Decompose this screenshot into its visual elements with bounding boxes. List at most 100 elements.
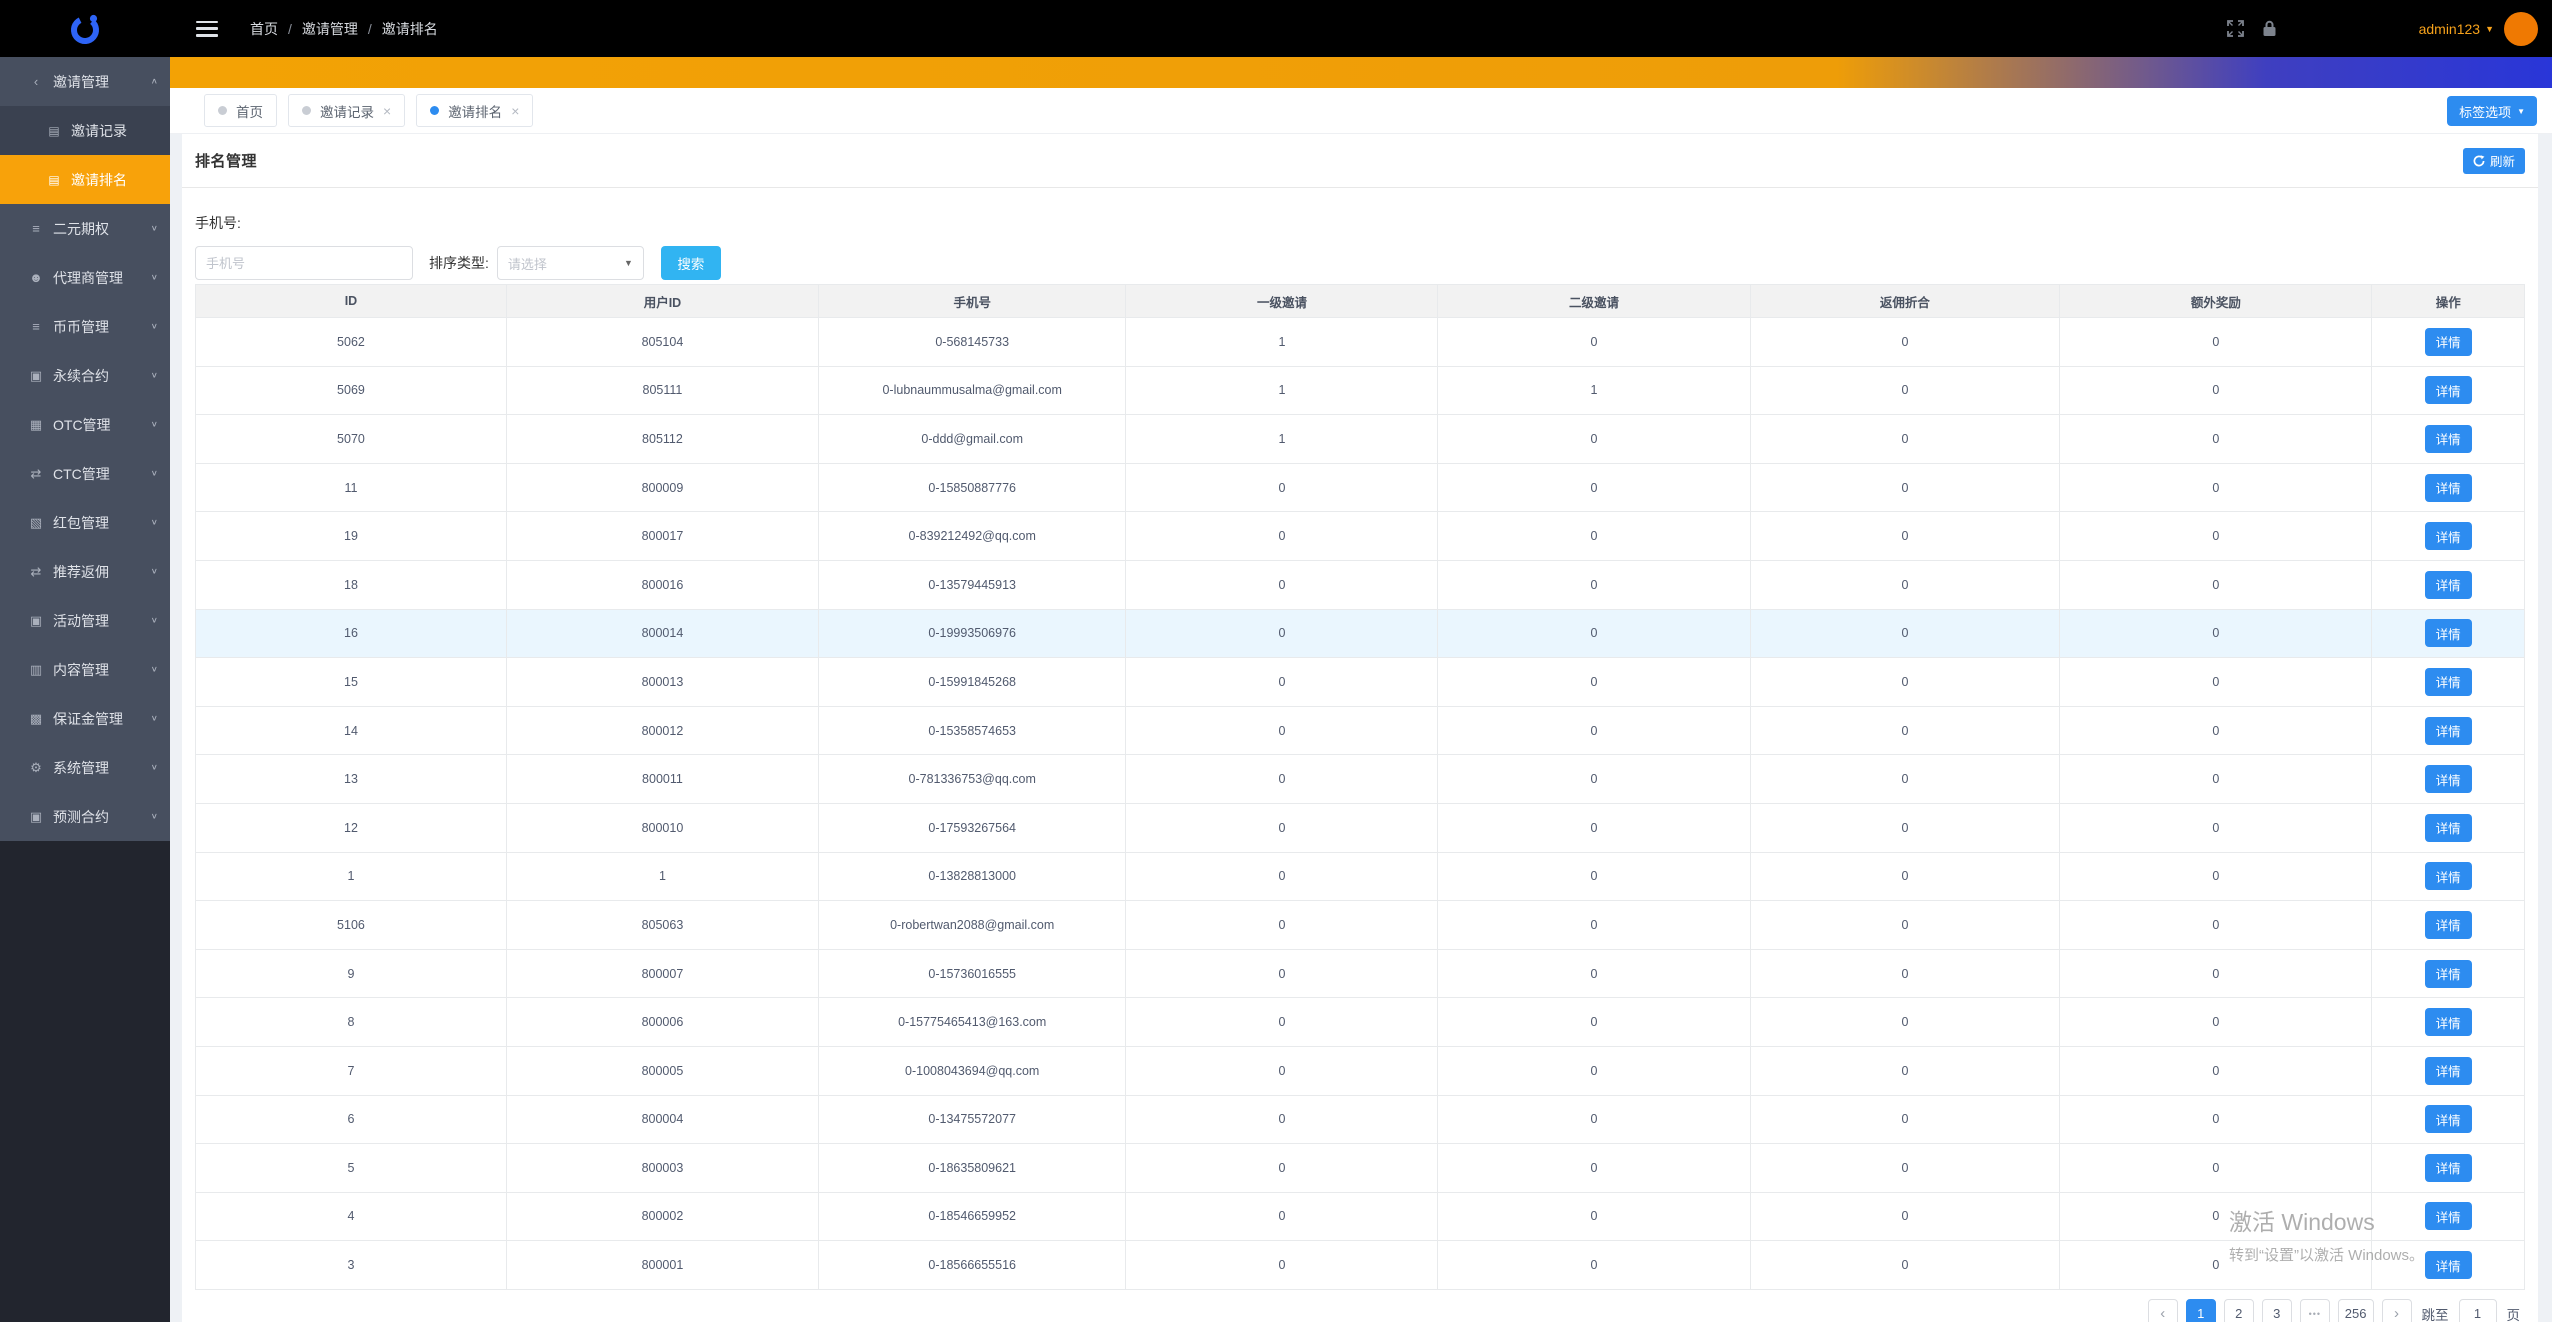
sidebar-item-referral-rebate[interactable]: ⇄ 推荐返佣 ∨ bbox=[0, 547, 170, 596]
table-cell: 0 bbox=[1750, 1046, 2061, 1096]
sidebar-item-label: 系统管理 bbox=[53, 759, 109, 776]
table-cell: 3 bbox=[195, 1240, 507, 1290]
sidebar-item-system-manage[interactable]: ⚙ 系统管理 ∨ bbox=[0, 743, 170, 792]
detail-button[interactable]: 详情 bbox=[2424, 765, 2472, 794]
sidebar-item-margin-manage[interactable]: ▩ 保证金管理 ∨ bbox=[0, 694, 170, 743]
table-cell: 0 bbox=[1125, 511, 1439, 561]
table-row: 13 800011 0-781336753@qq.com 0 0 0 0 详情 bbox=[195, 754, 2525, 804]
detail-button[interactable]: 详情 bbox=[2424, 1202, 2472, 1231]
table-cell: 0 bbox=[1125, 900, 1439, 950]
app-logo[interactable] bbox=[0, 11, 170, 47]
detail-button[interactable]: 详情 bbox=[2424, 716, 2472, 745]
table-cell: 0 bbox=[1750, 949, 2061, 999]
tab-close-icon[interactable]: × bbox=[383, 102, 392, 119]
page-button-256[interactable]: 256 bbox=[2337, 1298, 2374, 1322]
table-cell: 1 bbox=[1125, 366, 1439, 416]
table-cell: 0 bbox=[2059, 900, 2373, 950]
detail-button[interactable]: 详情 bbox=[2424, 1251, 2472, 1280]
table-cell: 0 bbox=[1437, 997, 1751, 1047]
pagination: ‹ 123 ••• 256 › 跳至 页 bbox=[182, 1290, 2538, 1322]
table-cell: 0-17593267564 bbox=[818, 803, 1127, 853]
jump-page-input[interactable] bbox=[2458, 1298, 2497, 1322]
search-button[interactable]: 搜索 bbox=[660, 246, 721, 280]
user-menu[interactable]: admin123 ▼ bbox=[2419, 21, 2494, 37]
table-cell: 12 bbox=[195, 803, 507, 853]
sidebar-item-activity-manage[interactable]: ▣ 活动管理 ∨ bbox=[0, 596, 170, 645]
sidebar-item-binary-options[interactable]: ≡ 二元期权 ∨ bbox=[0, 204, 170, 253]
page-button-2[interactable]: 2 bbox=[2223, 1298, 2254, 1322]
sidebar-item-redpacket[interactable]: ▧ 红包管理 ∨ bbox=[0, 498, 170, 547]
username-label: admin123 bbox=[2418, 20, 2481, 37]
page-next-button[interactable]: › bbox=[2381, 1298, 2412, 1322]
table-cell: 0 bbox=[1750, 1143, 2061, 1193]
sidebar-item-predict-contract[interactable]: ▣ 预测合约 ∨ bbox=[0, 792, 170, 841]
table-cell: 0 bbox=[1750, 1240, 2061, 1290]
refresh-button[interactable]: 刷新 bbox=[2462, 147, 2525, 174]
tag-options-button[interactable]: 标签选项 ▼ bbox=[2447, 96, 2537, 126]
table-cell: 7 bbox=[195, 1046, 507, 1096]
table-cell: 13 bbox=[195, 754, 507, 804]
detail-button[interactable]: 详情 bbox=[2424, 1105, 2472, 1134]
sidebar-item-ctc-manage[interactable]: ⇄ CTC管理 ∨ bbox=[0, 449, 170, 498]
sort-type-select[interactable]: 请选择 ▼ bbox=[496, 246, 644, 280]
page-prev-button[interactable]: ‹ bbox=[2147, 1298, 2178, 1322]
page-button-3[interactable]: 3 bbox=[2261, 1298, 2292, 1322]
sidebar-item-content-manage[interactable]: ▥ 内容管理 ∨ bbox=[0, 645, 170, 694]
fullscreen-icon[interactable] bbox=[2219, 12, 2253, 46]
tab-close-icon[interactable]: × bbox=[511, 102, 520, 119]
table-cell: 1 bbox=[1125, 317, 1439, 367]
avatar[interactable] bbox=[2504, 11, 2538, 46]
sidebar-item-invite-ranking[interactable]: ▤ 邀请排名 bbox=[0, 155, 170, 204]
sidebar-item-agent-manage[interactable]: ☻ 代理商管理 ∨ bbox=[0, 253, 170, 302]
detail-button[interactable]: 详情 bbox=[2424, 1056, 2472, 1085]
lock-icon[interactable] bbox=[2253, 12, 2287, 46]
hamburger-menu-icon[interactable] bbox=[196, 20, 218, 37]
sidebar-item-invite-manage[interactable]: ‹ 邀请管理 ∧ bbox=[0, 57, 170, 106]
detail-button[interactable]: 详情 bbox=[2424, 813, 2472, 842]
page-button-1[interactable]: 1 bbox=[2185, 1298, 2216, 1322]
refresh-icon bbox=[2473, 154, 2485, 166]
sidebar-item-perpetual[interactable]: ▣ 永续合约 ∨ bbox=[0, 351, 170, 400]
sidebar-item-otc-manage[interactable]: ▦ OTC管理 ∨ bbox=[0, 400, 170, 449]
table-cell: 1 bbox=[506, 852, 819, 902]
detail-button[interactable]: 详情 bbox=[2424, 959, 2472, 988]
table-cell: 1 bbox=[1125, 414, 1439, 464]
detail-button[interactable]: 详情 bbox=[2424, 1153, 2472, 1182]
sidebar-item-coin-manage[interactable]: ≡ 币币管理 ∨ bbox=[0, 302, 170, 351]
table-cell: 18 bbox=[195, 560, 507, 610]
detail-button[interactable]: 详情 bbox=[2424, 619, 2472, 648]
phone-input[interactable] bbox=[195, 246, 413, 280]
detail-button[interactable]: 详情 bbox=[2424, 376, 2472, 405]
table-cell: 0 bbox=[2059, 1240, 2373, 1290]
refresh-label: 刷新 bbox=[2489, 155, 2515, 169]
sidebar-item-invite-records[interactable]: ▤ 邀请记录 bbox=[0, 106, 170, 155]
table-row: 12 800010 0-17593267564 0 0 0 0 详情 bbox=[195, 803, 2525, 853]
detail-button[interactable]: 详情 bbox=[2424, 667, 2472, 696]
action-cell: 详情 bbox=[2371, 560, 2525, 610]
caret-down-icon: ▼ bbox=[623, 258, 633, 268]
table-row: 5062 805104 0-568145733 1 0 0 0 详情 bbox=[195, 317, 2525, 367]
breadcrumb-item[interactable]: 首页 bbox=[250, 20, 278, 37]
table-cell: 8 bbox=[195, 997, 507, 1047]
detail-button[interactable]: 详情 bbox=[2424, 424, 2472, 453]
sidebar-item-label: 红包管理 bbox=[53, 514, 109, 531]
detail-button[interactable]: 详情 bbox=[2424, 910, 2472, 939]
detail-button[interactable]: 详情 bbox=[2424, 522, 2472, 551]
tab-home[interactable]: 首页 bbox=[204, 94, 277, 127]
chevron-down-icon: ∨ bbox=[150, 714, 158, 723]
table-cell: 5062 bbox=[195, 317, 507, 367]
table-cell: 800017 bbox=[506, 511, 819, 561]
table-cell: 800010 bbox=[506, 803, 819, 853]
tag-options-label: 标签选项 bbox=[2459, 104, 2512, 120]
detail-button[interactable]: 详情 bbox=[2424, 327, 2472, 356]
detail-button[interactable]: 详情 bbox=[2424, 473, 2472, 502]
table-cell: 0 bbox=[1125, 803, 1439, 853]
breadcrumb-item[interactable]: 邀请排名 bbox=[381, 20, 438, 37]
detail-button[interactable]: 详情 bbox=[2424, 862, 2472, 891]
detail-button[interactable]: 详情 bbox=[2424, 1008, 2472, 1037]
table-row: 4 800002 0-18546659952 0 0 0 0 详情 bbox=[195, 1192, 2525, 1242]
tab-invite-records[interactable]: 邀请记录 × bbox=[288, 94, 406, 127]
breadcrumb-item[interactable]: 邀请管理 bbox=[301, 20, 358, 37]
detail-button[interactable]: 详情 bbox=[2424, 570, 2472, 599]
tab-invite-ranking[interactable]: 邀请排名 × bbox=[416, 94, 534, 127]
